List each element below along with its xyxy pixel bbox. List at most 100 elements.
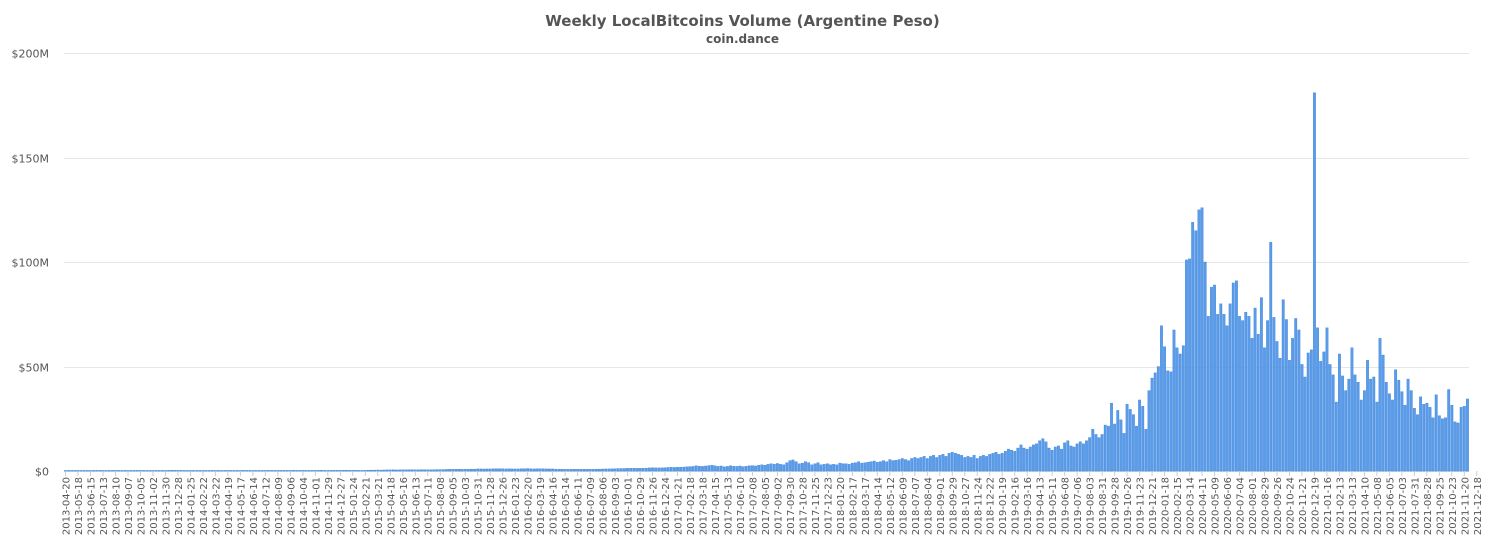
bar[interactable] — [1225, 325, 1229, 472]
bar[interactable] — [919, 457, 923, 472]
bar[interactable] — [1319, 361, 1323, 472]
bar[interactable] — [707, 465, 711, 472]
bar[interactable] — [1444, 417, 1447, 472]
bar[interactable] — [1169, 371, 1173, 472]
bar[interactable] — [1291, 338, 1294, 472]
bar[interactable] — [307, 470, 311, 472]
bar[interactable] — [900, 458, 904, 472]
bar[interactable] — [825, 463, 829, 472]
bar[interactable] — [373, 469, 377, 472]
bar[interactable] — [257, 470, 261, 472]
bar[interactable] — [804, 461, 807, 472]
bar[interactable] — [744, 466, 748, 472]
bar[interactable] — [64, 470, 67, 472]
bar[interactable] — [1066, 440, 1070, 472]
bar[interactable] — [217, 470, 220, 472]
bar[interactable] — [154, 470, 158, 472]
bar[interactable] — [829, 464, 832, 472]
bar[interactable] — [1085, 440, 1088, 472]
bar[interactable] — [1060, 448, 1063, 472]
bar[interactable] — [801, 462, 804, 472]
bar[interactable] — [579, 469, 583, 472]
bar[interactable] — [92, 470, 96, 472]
bar[interactable] — [466, 469, 470, 472]
bar[interactable] — [1025, 448, 1029, 472]
bar[interactable] — [235, 470, 239, 472]
bar[interactable] — [776, 463, 779, 472]
bar[interactable] — [1244, 312, 1248, 472]
bar[interactable] — [1350, 347, 1354, 472]
bar[interactable] — [226, 470, 230, 472]
bar[interactable] — [673, 467, 676, 472]
bar[interactable] — [1466, 398, 1469, 472]
bar[interactable] — [1166, 370, 1170, 472]
bar[interactable] — [67, 470, 71, 472]
bar[interactable] — [1309, 349, 1313, 472]
bar[interactable] — [1422, 403, 1426, 472]
bar[interactable] — [298, 470, 302, 472]
bar[interactable] — [1300, 364, 1304, 472]
bar[interactable] — [326, 470, 330, 472]
bar[interactable] — [569, 469, 573, 472]
bar[interactable] — [1375, 401, 1379, 472]
bar[interactable] — [73, 470, 77, 472]
bar[interactable] — [370, 469, 373, 472]
bar[interactable] — [719, 465, 723, 472]
bar[interactable] — [151, 470, 155, 472]
bar[interactable] — [1035, 443, 1038, 472]
bar[interactable] — [382, 469, 386, 472]
bar[interactable] — [1409, 390, 1413, 472]
bar[interactable] — [863, 462, 867, 472]
bar[interactable] — [910, 458, 914, 472]
bar[interactable] — [86, 470, 89, 472]
bar[interactable] — [932, 455, 935, 472]
bar[interactable] — [1384, 382, 1388, 472]
bar[interactable] — [857, 461, 861, 472]
bar[interactable] — [1394, 369, 1398, 472]
bar[interactable] — [1334, 401, 1338, 472]
bar[interactable] — [1050, 449, 1054, 472]
bar[interactable] — [251, 470, 255, 472]
bar[interactable] — [769, 463, 773, 472]
bar[interactable] — [95, 470, 99, 472]
bar[interactable] — [1294, 318, 1298, 472]
bar[interactable] — [120, 470, 124, 472]
bar[interactable] — [1022, 447, 1026, 472]
bar[interactable] — [978, 456, 982, 472]
bar[interactable] — [563, 469, 567, 472]
bar[interactable] — [1235, 280, 1238, 472]
bar[interactable] — [1100, 434, 1104, 472]
bar[interactable] — [872, 460, 876, 472]
bar[interactable] — [1078, 441, 1082, 472]
bar[interactable] — [688, 466, 692, 472]
bar[interactable] — [1088, 437, 1092, 472]
bar[interactable] — [985, 456, 989, 472]
bar[interactable] — [710, 464, 714, 472]
bar[interactable] — [860, 462, 864, 472]
bar[interactable] — [1194, 230, 1198, 472]
bar[interactable] — [735, 466, 739, 472]
bar[interactable] — [844, 463, 848, 472]
bar[interactable] — [376, 469, 380, 472]
bar[interactable] — [635, 468, 639, 472]
bar[interactable] — [935, 457, 939, 472]
bar[interactable] — [1016, 447, 1020, 472]
bar[interactable] — [1019, 444, 1023, 472]
bar[interactable] — [1391, 399, 1394, 472]
bar[interactable] — [1397, 379, 1401, 472]
bar[interactable] — [363, 470, 367, 472]
bar[interactable] — [676, 467, 679, 472]
bar[interactable] — [663, 467, 667, 472]
bar[interactable] — [1353, 374, 1357, 472]
bar[interactable] — [220, 470, 224, 472]
bar[interactable] — [239, 470, 242, 472]
bar[interactable] — [79, 470, 83, 472]
bar[interactable] — [101, 470, 105, 472]
bar[interactable] — [660, 467, 664, 472]
bar[interactable] — [897, 459, 901, 472]
bar[interactable] — [460, 469, 464, 472]
bar[interactable] — [117, 470, 121, 472]
bar[interactable] — [473, 468, 476, 472]
bar[interactable] — [1306, 352, 1310, 472]
bar[interactable] — [470, 468, 473, 472]
